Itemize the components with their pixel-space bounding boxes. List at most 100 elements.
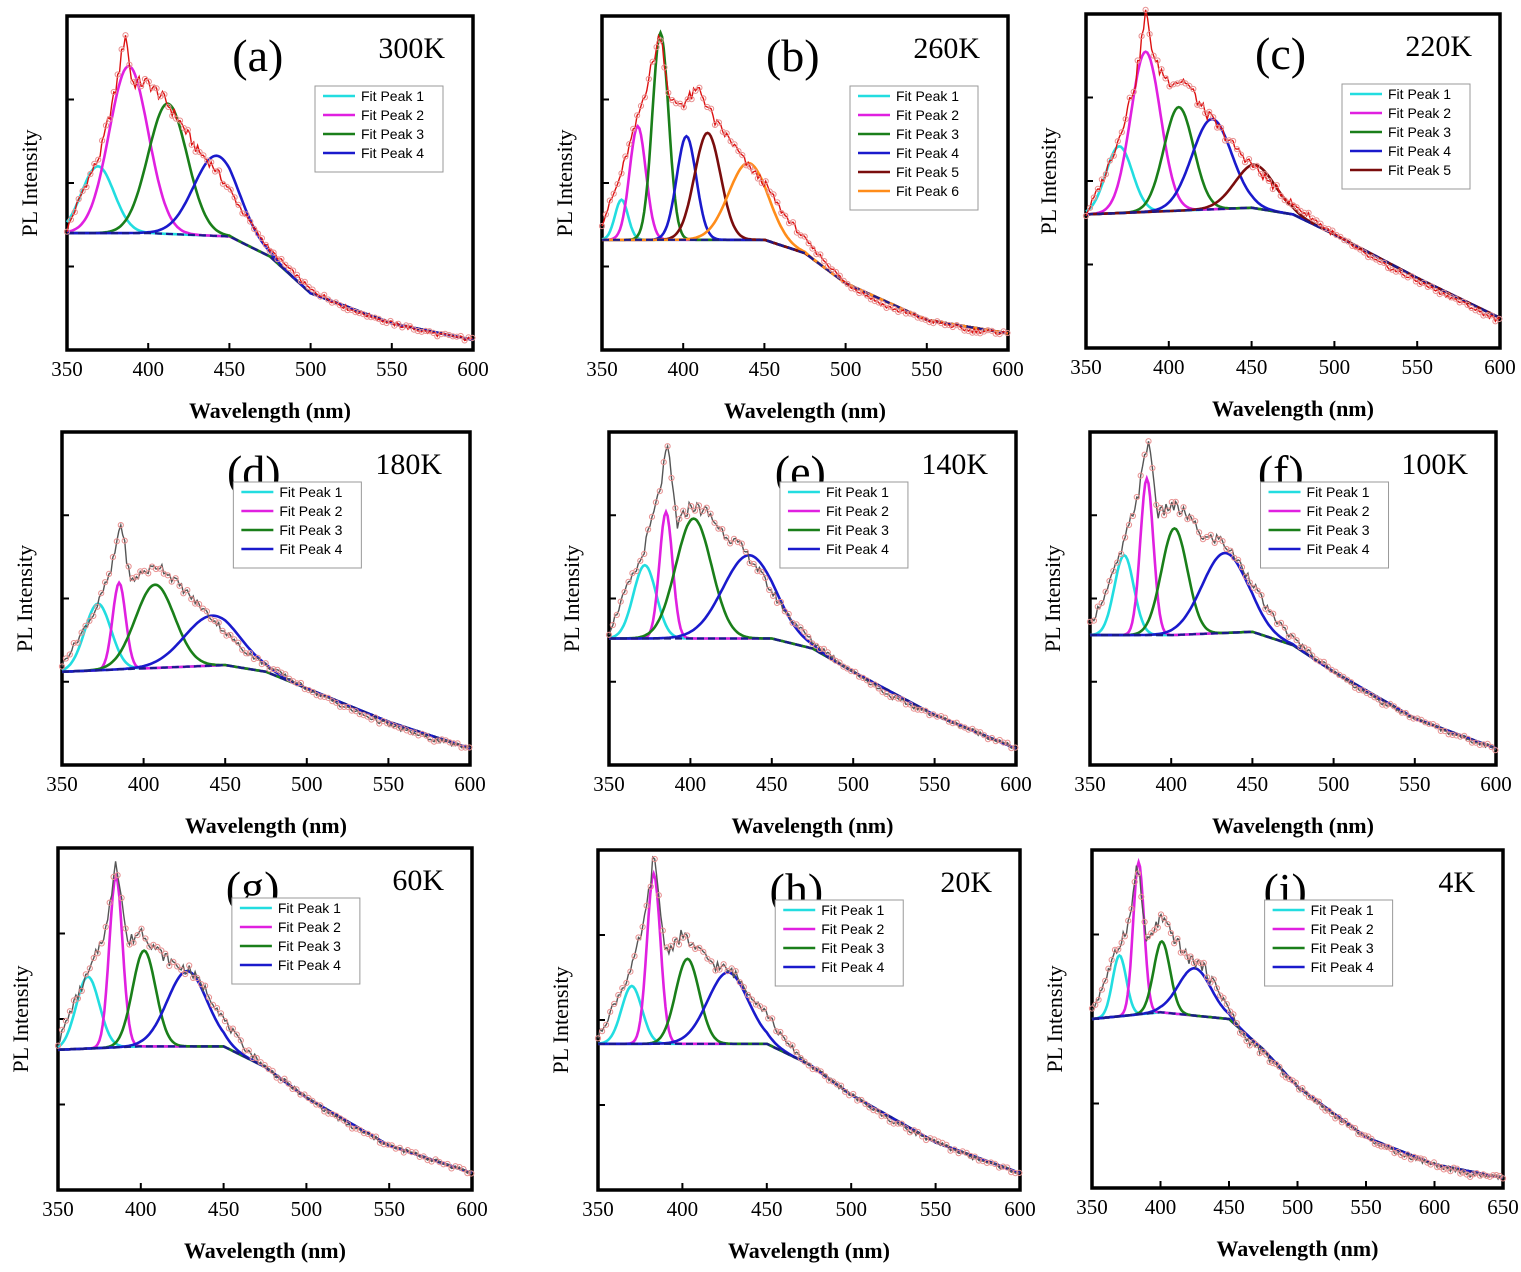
data-point <box>883 304 890 311</box>
data-point <box>313 1101 320 1108</box>
data-point <box>227 631 234 639</box>
data-point <box>1184 953 1191 961</box>
data-point <box>434 737 442 744</box>
data-point <box>1289 632 1296 639</box>
x-tick-label: 400 <box>128 772 160 796</box>
data-point <box>829 1078 837 1085</box>
data-point <box>1086 618 1094 625</box>
data-point <box>762 178 769 185</box>
y-axis-label: PL Intensity <box>1042 965 1067 1072</box>
data-point <box>90 612 97 620</box>
data-point <box>270 666 277 673</box>
data-point <box>667 942 675 950</box>
data-point <box>1355 686 1363 694</box>
data-point <box>1377 258 1384 265</box>
data-point <box>94 603 101 610</box>
data-point <box>774 199 781 206</box>
data-point <box>118 894 125 902</box>
x-tick-label: 600 <box>1419 1195 1451 1219</box>
data-point <box>680 507 687 514</box>
data-point <box>719 526 726 533</box>
legend-label: Fit Peak 3 <box>896 126 959 142</box>
data-point <box>1476 1172 1484 1179</box>
data-point <box>817 251 824 258</box>
data-point <box>309 286 316 293</box>
data-point <box>977 729 984 736</box>
data-point <box>651 855 658 863</box>
data-point <box>1483 1172 1490 1179</box>
legend-label: Fit Peak 4 <box>1311 959 1374 975</box>
data-point <box>661 64 668 71</box>
data-point <box>1090 617 1098 624</box>
data-point <box>1149 465 1156 472</box>
data-point <box>241 1047 248 1054</box>
data-point <box>645 75 652 83</box>
data-point <box>453 333 460 340</box>
data-point <box>902 310 910 317</box>
legend-label: Fit Peak 3 <box>1388 124 1451 140</box>
data-point <box>1008 745 1015 752</box>
data-point <box>305 1094 312 1102</box>
data-point <box>852 668 859 676</box>
data-point <box>856 289 863 297</box>
data-point <box>1499 1175 1507 1182</box>
data-point <box>301 278 308 285</box>
data-point <box>752 1001 760 1008</box>
data-point <box>918 315 925 322</box>
data-point <box>1277 192 1284 199</box>
data-point <box>1450 1164 1457 1171</box>
data-point <box>215 167 223 174</box>
data-point <box>221 1018 228 1025</box>
legend-label: Fit Peak 2 <box>279 503 342 519</box>
data-point <box>649 58 656 65</box>
data-point <box>613 611 620 619</box>
data-point <box>410 326 417 333</box>
data-point <box>1379 701 1386 708</box>
data-point <box>1273 182 1280 189</box>
measured-spectrum-line <box>608 443 1016 750</box>
data-point <box>1243 1037 1250 1045</box>
data-point <box>113 538 120 545</box>
legend-label: Fit Peak 5 <box>896 164 959 180</box>
x-tick-label: 400 <box>667 1197 699 1221</box>
legend-label: Fit Peak 1 <box>278 900 341 916</box>
data-point <box>454 740 461 747</box>
data-point <box>926 319 933 326</box>
data-point <box>1305 209 1312 216</box>
data-point <box>461 337 468 344</box>
data-point <box>762 575 769 582</box>
legend-label: Fit Peak 2 <box>821 921 884 937</box>
data-point <box>176 582 183 589</box>
data-point <box>442 330 449 337</box>
data-point <box>1368 1135 1375 1143</box>
data-point <box>598 223 606 230</box>
data-point <box>1219 538 1226 545</box>
data-point <box>1317 220 1324 227</box>
data-point <box>407 729 414 736</box>
data-point <box>1180 504 1187 511</box>
data-point <box>1414 1155 1421 1162</box>
data-point <box>1128 905 1135 912</box>
data-point <box>196 148 203 156</box>
data-point <box>797 624 804 631</box>
data-point <box>1174 80 1181 87</box>
data-point <box>203 608 210 615</box>
data-point <box>1484 312 1491 319</box>
data-point <box>1422 719 1429 726</box>
data-point <box>860 289 867 296</box>
x-tick-label: 600 <box>1484 355 1516 379</box>
data-point <box>82 971 89 978</box>
data-point <box>777 598 785 606</box>
x-axis-label: Wavelength (nm) <box>728 1238 890 1263</box>
data-point <box>293 1086 300 1093</box>
data-point <box>1381 1143 1388 1150</box>
data-point <box>735 148 742 155</box>
data-point <box>832 268 840 276</box>
data-point <box>773 1028 780 1035</box>
panel-label: (b) <box>766 30 820 81</box>
data-point <box>1223 1001 1230 1008</box>
data-point <box>403 322 410 329</box>
data-point <box>825 1077 833 1084</box>
data-point <box>637 557 644 564</box>
baseline-curve <box>61 663 471 750</box>
